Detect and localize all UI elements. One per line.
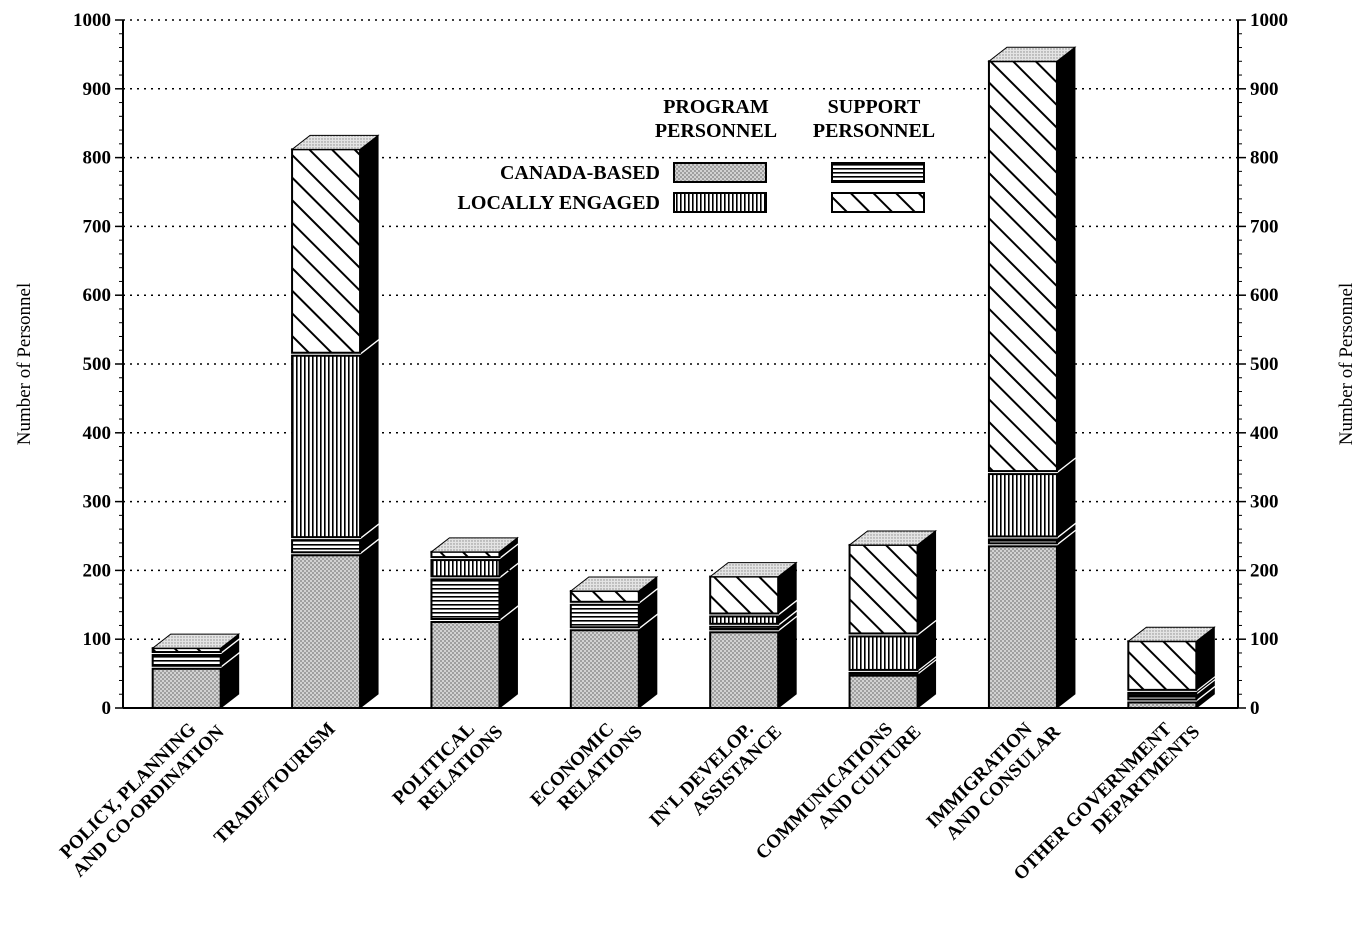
bar-segment-dots [431, 622, 499, 708]
bar-segment-horizontal [571, 605, 639, 627]
bar-segment-diagonal [850, 545, 918, 634]
bar-stack [431, 538, 517, 708]
y-tick-label-right: 600 [1250, 285, 1279, 306]
bar-segment-side [918, 662, 936, 708]
bar-segment-horizontal [989, 539, 1057, 543]
legend-column-header: PERSONNEL [813, 120, 935, 142]
y-axis-title-right: Number of Personnel [1336, 283, 1357, 446]
y-tick-label-left: 0 [102, 698, 112, 719]
legend-swatch-diagonal [832, 193, 924, 212]
legend-swatch-horizontal [832, 163, 924, 182]
bar-segment-vertical [431, 560, 499, 576]
bar-stack [989, 47, 1075, 708]
bar-segment-horizontal [850, 673, 918, 674]
bar-segment-vertical [850, 636, 918, 669]
y-tick-label-right: 200 [1250, 560, 1279, 581]
y-tick-label-right: 900 [1250, 79, 1279, 100]
category-label-line: POLICY, PLANNING [56, 719, 200, 863]
y-tick-label-right: 700 [1250, 216, 1279, 237]
bars [153, 47, 1215, 708]
bar-segment-vertical [1128, 693, 1196, 694]
y-tick-label-right: 400 [1250, 423, 1279, 444]
bar-stack [292, 135, 378, 708]
legend-swatch-dots [674, 163, 766, 182]
bar-segment-dots [989, 546, 1057, 708]
category-label: POLICY, PLANNINGAND CO-ORDINATION [53, 706, 229, 882]
y-tick-label-left: 700 [83, 216, 112, 237]
bar-segment-dots [1128, 702, 1196, 708]
bar-segment-diagonal [153, 648, 221, 652]
bar-stack [571, 577, 657, 708]
y-tick-label-left: 600 [83, 285, 112, 306]
category-label: ECONOMICRELATIONS [527, 706, 647, 826]
y-tick-label-right: 1000 [1250, 10, 1288, 31]
legend-row-label: LOCALLY ENGAGED [458, 192, 660, 214]
bar-segment-horizontal [710, 627, 778, 630]
bar-stack [710, 563, 796, 708]
bar-segment-diagonal [292, 149, 360, 352]
bar-segment-dots [710, 632, 778, 708]
legend-row-label: CANADA-BASED [500, 162, 660, 184]
bar-segment-side [918, 531, 936, 634]
y-tick-label-right: 800 [1250, 148, 1279, 169]
bar-segment-horizontal [431, 579, 499, 619]
bar-segment-side [1057, 47, 1075, 471]
y-tick-label-left: 500 [83, 354, 112, 375]
legend-swatch-vertical [674, 193, 766, 212]
bar-segment-diagonal [1128, 641, 1196, 690]
category-label-line: TRADE/TOURISM [210, 719, 340, 849]
bar-segment-vertical [710, 616, 778, 623]
bar-stack [153, 634, 239, 708]
bar-segment-diagonal [710, 577, 778, 614]
bar-segment-horizontal [292, 540, 360, 552]
bar-segment-side [360, 135, 378, 352]
category-label: TRADE/TOURISM [210, 719, 340, 849]
y-tick-label-left: 200 [83, 560, 112, 581]
bar-segment-side [1057, 460, 1075, 536]
y-tick-label-left: 800 [83, 148, 112, 169]
bar-segment-dots [292, 555, 360, 708]
y-axis-title-left: Number of Personnel [14, 283, 35, 446]
legend-column-header: SUPPORT [828, 96, 921, 118]
category-label: IN'L DEVELOP.ASSISTANCE [646, 706, 786, 846]
bar-segment-dots [153, 669, 221, 708]
category-labels: POLICY, PLANNINGAND CO-ORDINATIONTRADE/T… [53, 706, 1204, 900]
bar-segment-side [360, 342, 378, 537]
y-tick-label-left: 400 [83, 423, 112, 444]
bar-segment-vertical [989, 474, 1057, 536]
category-label: IMMIGRATIONAND CONSULAR [923, 706, 1065, 848]
y-tick-label-left: 900 [83, 79, 112, 100]
bar-segment-horizontal [153, 655, 221, 666]
bar-segment-diagonal [571, 591, 639, 602]
bar-segment-side [778, 618, 796, 708]
y-tick-label-left: 300 [83, 492, 112, 513]
y-tick-label-left: 1000 [73, 10, 111, 31]
bar-stack [1128, 627, 1214, 708]
category-label: POLITICALRELATIONS [389, 706, 508, 825]
bar-segment-diagonal [431, 552, 499, 557]
bar-segment-dots [850, 676, 918, 708]
bar-segment-diagonal [989, 61, 1057, 471]
bar-segment-side [1057, 532, 1075, 708]
bar-segment-horizontal [1128, 696, 1196, 700]
bar-segment-vertical [292, 356, 360, 537]
y-tick-label-right: 100 [1250, 629, 1279, 650]
bar-stack [850, 531, 936, 708]
y-tick-label-right: 0 [1250, 698, 1260, 719]
bar-segment-dots [571, 630, 639, 708]
category-label-line: AND CO-ORDINATION [69, 721, 229, 881]
legend-column-header: PROGRAM [663, 96, 769, 118]
legend: PROGRAMPERSONNELSUPPORTPERSONNELCANADA-B… [458, 96, 936, 214]
bar-segment-side [639, 616, 657, 708]
y-tick-label-right: 500 [1250, 354, 1279, 375]
bar-segment-side [360, 541, 378, 708]
y-tick-label-left: 100 [83, 629, 112, 650]
legend-column-header: PERSONNEL [655, 120, 777, 142]
y-tick-label-right: 300 [1250, 492, 1279, 513]
bar-segment-side [499, 608, 517, 708]
